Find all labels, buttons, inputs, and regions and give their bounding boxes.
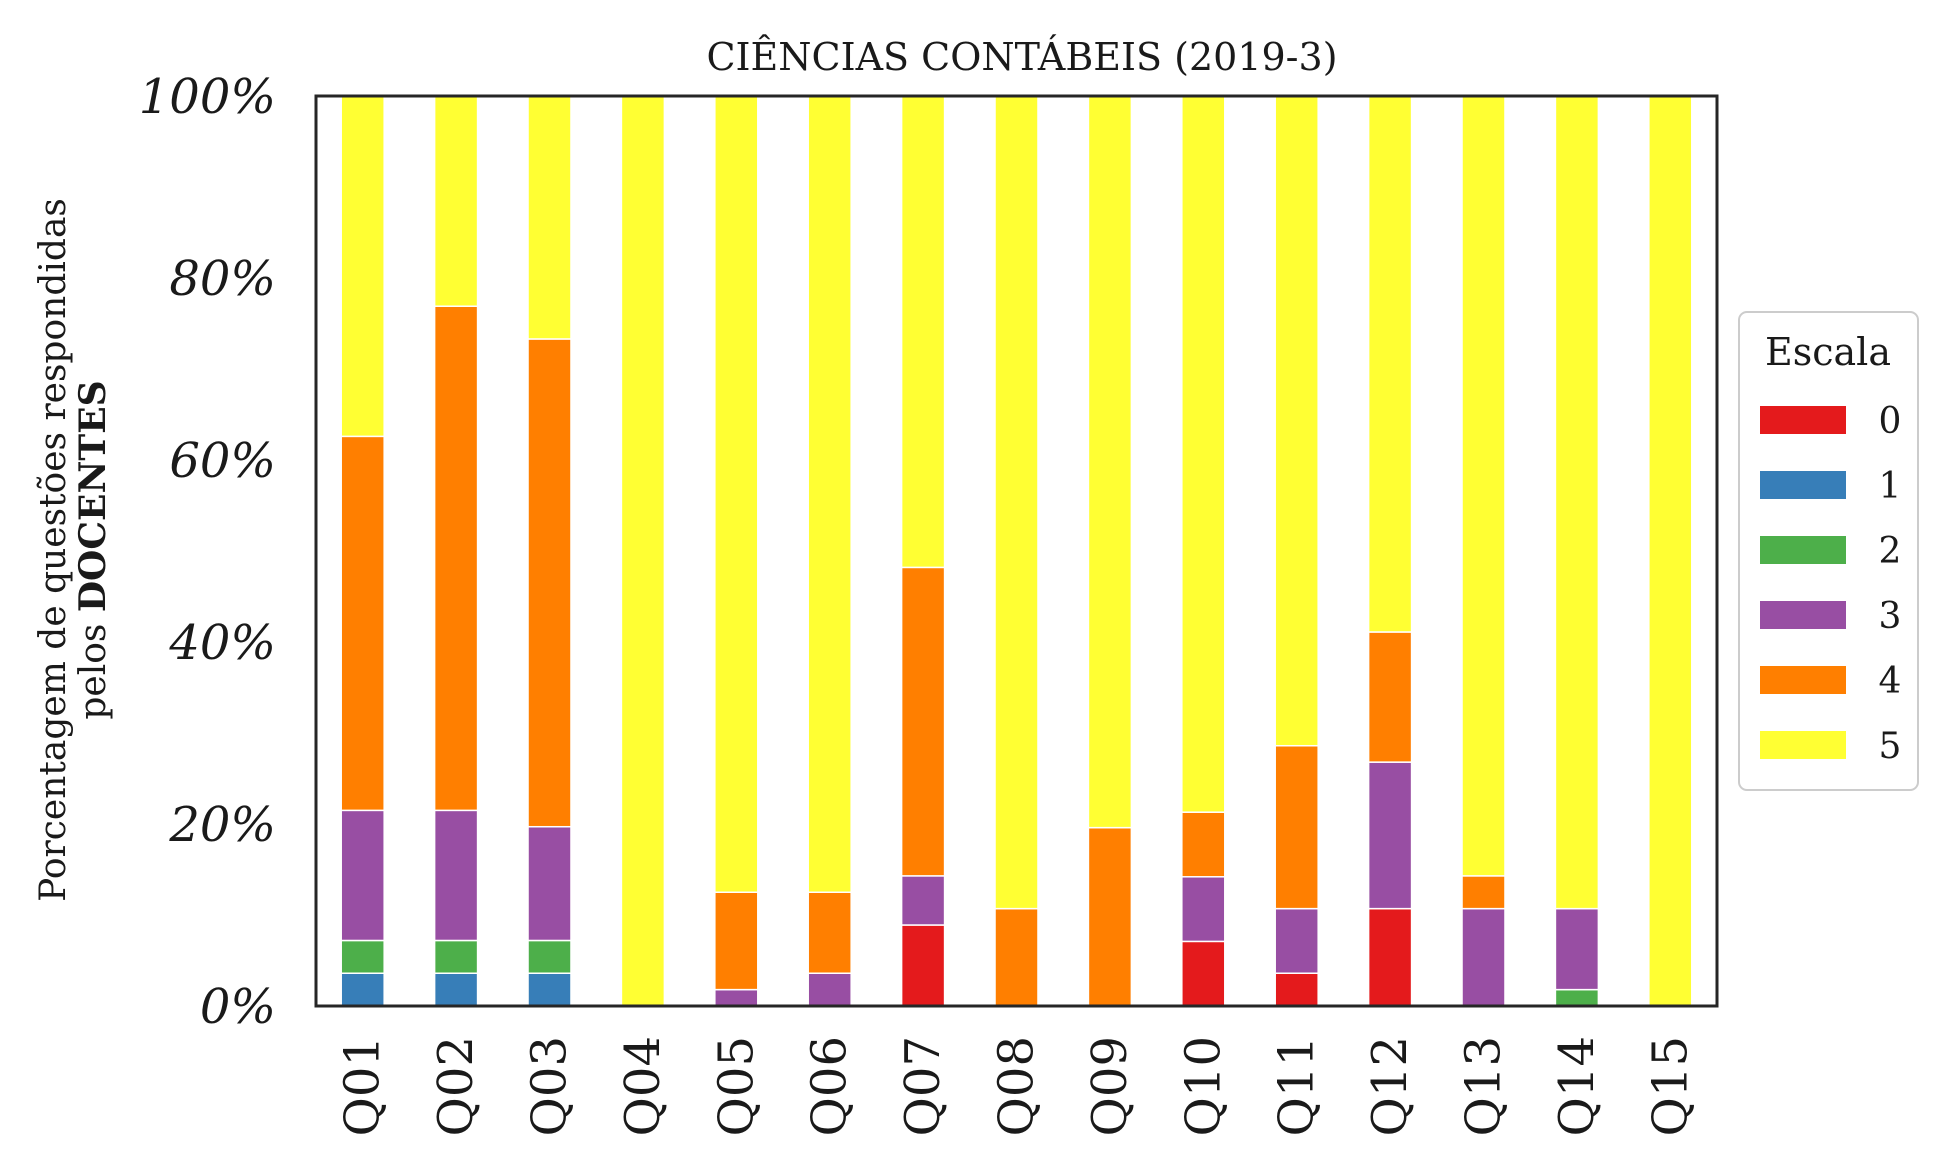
y-tick-label: 20%: [168, 797, 276, 853]
bar-segment-q02-scale-2: [433, 939, 479, 974]
bar-segment-q09-scale-4: [1087, 826, 1133, 1007]
x-tick-label: Q08: [989, 1036, 1045, 1136]
bar-segment-q10-scale-4: [1181, 811, 1226, 878]
bar-segment-q07-scale-3: [900, 875, 946, 926]
bar-segment-q02-scale-5: [433, 95, 479, 307]
legend-swatch-3: [1760, 601, 1846, 629]
bar-segment-q09-scale-5: [1087, 95, 1133, 829]
bar-segment-q04-scale-5: [620, 95, 666, 1007]
legend-swatch-5: [1760, 731, 1846, 759]
legend-label-4: 4: [1879, 661, 1902, 702]
bar-segment-q12-scale-3: [1367, 761, 1413, 910]
bar-segment-q12-scale-4: [1367, 631, 1413, 763]
bar-segment-q05-scale-3: [714, 988, 759, 1007]
x-tick-label: Q03: [522, 1036, 578, 1136]
bar-segment-q11-scale-4: [1274, 744, 1319, 910]
y-tick-label: 0%: [200, 979, 276, 1035]
bars-group: [340, 95, 1693, 1007]
bar-segment-q05-scale-5: [714, 95, 759, 893]
bar-segment-q07-scale-5: [900, 95, 946, 569]
y-ticks-group: 0% 20% 40% 60% 80% 100%: [139, 69, 276, 1035]
plot-frame: [314, 94, 1719, 1008]
y-tick-label: 60%: [169, 433, 276, 489]
bar-segment-q10-scale-0: [1181, 940, 1226, 1007]
bar-segment-q12-scale-0: [1367, 907, 1413, 1007]
y-tick-label: 40%: [168, 615, 276, 671]
bar-segment-q13-scale-5: [1461, 95, 1506, 877]
x-tick-label: Q04: [615, 1036, 671, 1136]
bar-segment-q02-scale-1: [433, 972, 479, 1007]
bar-segment-q02-scale-4: [433, 305, 479, 812]
bar-segment-q01-scale-4: [340, 435, 385, 812]
y-axis-label: Porcentagem de questões respondidas pelo…: [33, 198, 114, 902]
legend-label-3: 3: [1879, 596, 1902, 637]
y-tick-label: 100%: [139, 69, 276, 125]
x-tick-label: Q12: [1362, 1036, 1418, 1136]
legend-items: 0 1 2 3 4 5: [1760, 401, 1901, 767]
bar-segment-q01-scale-5: [340, 95, 385, 438]
bar-segment-q08-scale-5: [994, 95, 1039, 910]
bar-segment-q11-scale-5: [1274, 95, 1319, 747]
bar-segment-q06-scale-4: [807, 891, 852, 974]
bar-segment-q08-scale-4: [994, 907, 1039, 1007]
x-tick-label: Q10: [1175, 1036, 1231, 1136]
bar-segment-q10-scale-5: [1181, 95, 1226, 813]
legend-swatch-4: [1760, 666, 1846, 694]
bar-segment-q15-scale-5: [1648, 95, 1693, 1007]
y-axis-label-line1: Porcentagem de questões respondidas: [33, 198, 74, 902]
bar-segment-q14-scale-3: [1554, 907, 1600, 991]
y-axis-label-line2: pelos DOCENTES: [72, 380, 114, 719]
bar-segment-q14-scale-2: [1554, 988, 1600, 1007]
bar-segment-q13-scale-3: [1461, 907, 1506, 1007]
legend-swatch-2: [1760, 536, 1846, 564]
x-tick-label: Q05: [708, 1036, 764, 1136]
bar-segment-q07-scale-0: [900, 924, 946, 1007]
bar-segment-q14-scale-5: [1554, 95, 1600, 910]
bar-segment-q10-scale-3: [1181, 876, 1226, 943]
legend: Escala 0 1 2 3 4 5: [1738, 311, 1919, 791]
x-tick-label: Q13: [1456, 1036, 1512, 1136]
bar-segment-q07-scale-4: [900, 566, 946, 877]
x-tick-label: Q09: [1082, 1036, 1138, 1136]
chart-title: CIÊNCIAS CONTÁBEIS (2019-3): [706, 35, 1337, 79]
legend-label-5: 5: [1879, 726, 1902, 767]
bar-segment-q03-scale-5: [527, 95, 572, 340]
x-ticks-group: Q01 Q02 Q03 Q04 Q05 Q06 Q07 Q08 Q09 Q10 Q11 Q12 Q13 Q…: [335, 1036, 1699, 1136]
x-tick-label: Q06: [802, 1036, 858, 1136]
legend-label-0: 0: [1879, 401, 1902, 442]
x-tick-label: Q01: [335, 1036, 391, 1136]
legend-label-2: 2: [1879, 531, 1902, 572]
bar-segment-q01-scale-1: [340, 972, 385, 1007]
bar-segment-q01-scale-3: [340, 809, 385, 942]
x-tick-label: Q11: [1269, 1036, 1325, 1136]
bar-segment-q03-scale-3: [527, 825, 572, 942]
y-axis-label-bold: DOCENTES: [72, 380, 114, 612]
bar-segment-q03-scale-4: [527, 338, 572, 828]
x-tick-label: Q07: [895, 1036, 951, 1136]
legend-swatch-0: [1760, 406, 1846, 434]
bar-segment-q03-scale-1: [527, 972, 572, 1007]
bar-segment-q01-scale-2: [340, 939, 385, 974]
x-tick-label: Q14: [1549, 1036, 1605, 1136]
y-tick-label: 80%: [169, 251, 276, 307]
bar-segment-q11-scale-3: [1274, 907, 1319, 974]
bar-segment-q02-scale-3: [433, 809, 479, 942]
bar-segment-q06-scale-5: [807, 95, 852, 893]
bar-segment-q11-scale-0: [1274, 972, 1319, 1007]
bar-segment-q06-scale-3: [807, 972, 852, 1007]
x-tick-label: Q15: [1642, 1036, 1698, 1136]
bar-segment-q05-scale-4: [714, 891, 759, 991]
bar-segment-q03-scale-2: [527, 939, 572, 974]
x-tick-label: Q02: [428, 1036, 484, 1136]
y-axis-label-prefix: pelos: [73, 612, 114, 719]
bar-segment-q12-scale-5: [1367, 95, 1413, 633]
legend-title: Escala: [1765, 330, 1891, 374]
legend-label-1: 1: [1879, 466, 1902, 507]
legend-swatch-1: [1760, 471, 1846, 499]
bar-segment-q13-scale-4: [1461, 875, 1506, 910]
